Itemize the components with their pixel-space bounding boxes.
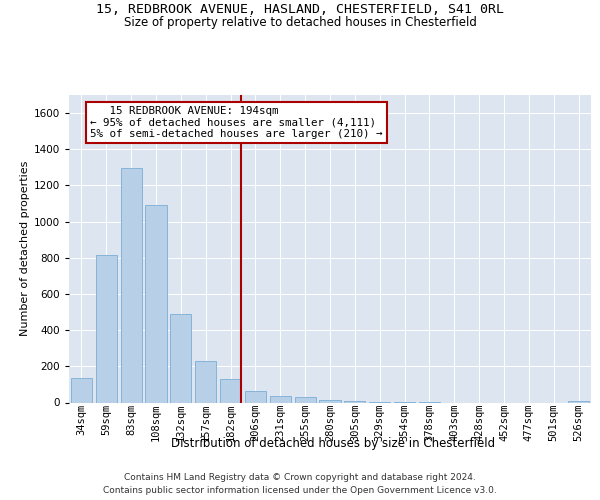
Bar — [295, 398, 316, 402]
Text: Contains public sector information licensed under the Open Government Licence v3: Contains public sector information licen… — [103, 486, 497, 495]
Bar — [568, 400, 589, 402]
Bar — [96, 255, 117, 402]
Text: 15 REDBROOK AVENUE: 194sqm
← 95% of detached houses are smaller (4,111)
5% of se: 15 REDBROOK AVENUE: 194sqm ← 95% of deta… — [90, 106, 383, 139]
Text: 15, REDBROOK AVENUE, HASLAND, CHESTERFIELD, S41 0RL: 15, REDBROOK AVENUE, HASLAND, CHESTERFIE… — [96, 3, 504, 16]
Y-axis label: Number of detached properties: Number of detached properties — [20, 161, 29, 336]
Bar — [270, 396, 291, 402]
Bar — [319, 400, 341, 402]
Text: Contains HM Land Registry data © Crown copyright and database right 2024.: Contains HM Land Registry data © Crown c… — [124, 473, 476, 482]
Bar — [71, 378, 92, 402]
Bar — [344, 400, 365, 402]
Bar — [245, 390, 266, 402]
Bar — [121, 168, 142, 402]
Text: Distribution of detached houses by size in Chesterfield: Distribution of detached houses by size … — [171, 436, 495, 450]
Bar — [195, 361, 216, 403]
Text: Size of property relative to detached houses in Chesterfield: Size of property relative to detached ho… — [124, 16, 476, 29]
Bar — [220, 379, 241, 402]
Bar — [170, 314, 191, 402]
Bar — [145, 206, 167, 402]
